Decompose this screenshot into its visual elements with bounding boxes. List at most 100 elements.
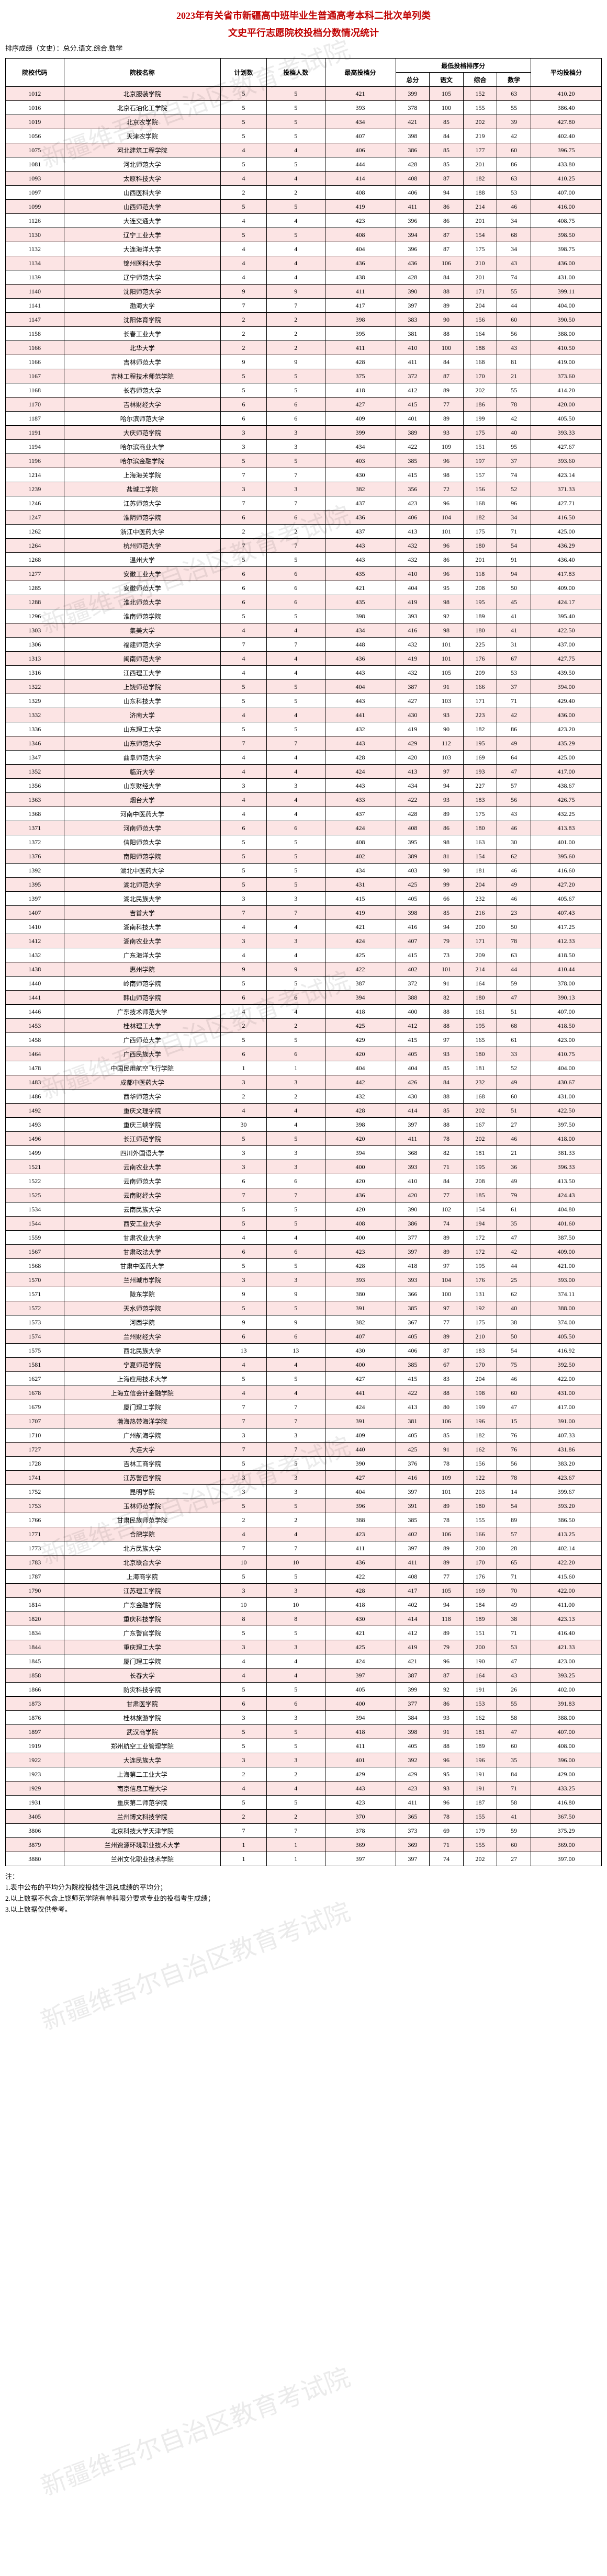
table-cell: 398.50	[531, 228, 601, 242]
table-cell: 1707	[6, 1414, 64, 1428]
table-cell: 416	[396, 920, 430, 934]
table-cell: 3	[220, 1711, 266, 1725]
table-cell: 416.40	[531, 1626, 601, 1640]
table-cell: 167	[463, 1118, 497, 1132]
table-cell: 429	[325, 1767, 396, 1781]
table-cell: 5	[266, 553, 325, 567]
table-cell: 1741	[6, 1471, 64, 1485]
table-row: 1316江西理工大学4444343210520953439.50	[6, 666, 602, 680]
table-cell: 77	[430, 398, 464, 412]
table-cell: 2	[266, 1090, 325, 1104]
table-cell: 398	[396, 1725, 430, 1739]
table-cell: 442	[325, 1075, 396, 1090]
table-row: 3879兰州资源环境职业技术大学113693697115560369.00	[6, 1838, 602, 1852]
table-cell: 391.00	[531, 1414, 601, 1428]
table-cell: 183	[463, 1344, 497, 1358]
table-cell: 422	[325, 1570, 396, 1584]
table-cell: 387	[396, 680, 430, 694]
table-cell: 大连交通大学	[64, 214, 220, 228]
table-cell: 5	[266, 87, 325, 101]
table-cell: 1814	[6, 1598, 64, 1612]
table-cell: 420	[325, 1047, 396, 1061]
table-cell: 4	[266, 708, 325, 722]
table-cell: 400	[325, 1358, 396, 1372]
table-cell: 408	[396, 1570, 430, 1584]
table-cell: 78	[430, 1132, 464, 1146]
table-cell: 432	[396, 539, 430, 553]
table-cell: 广州航海学院	[64, 1428, 220, 1443]
table-cell: 436	[325, 652, 396, 666]
table-cell: 189	[463, 1612, 497, 1626]
table-row: 1766甘肃民族师范学院223883857815589386.50	[6, 1513, 602, 1527]
table-cell: 40	[497, 1301, 531, 1315]
note-3: 3.以上数据仅供参考。	[5, 1904, 602, 1915]
table-cell: 5	[220, 1202, 266, 1217]
table-cell: 398	[325, 313, 396, 327]
table-cell: 431.00	[531, 1386, 601, 1400]
table-cell: 431	[325, 878, 396, 892]
table-row: 1897武汉商学院554183989118147407.00	[6, 1725, 602, 1739]
table-cell: 153	[463, 1697, 497, 1711]
table-row: 1783北京联合大学10104364118917065422.20	[6, 1556, 602, 1570]
table-row: 1093太原科技大学444144088718263410.25	[6, 172, 602, 186]
table-row: 1572天水师范学院553913859719240388.00	[6, 1301, 602, 1315]
table-cell: 1296	[6, 609, 64, 623]
table-cell: 3	[266, 1471, 325, 1485]
table-cell: 1766	[6, 1513, 64, 1527]
table-cell: 71	[497, 1570, 531, 1584]
table-cell: 43	[497, 256, 531, 270]
table-cell: 1191	[6, 426, 64, 440]
table-cell: 9	[220, 962, 266, 977]
table-cell: 6	[220, 1245, 266, 1259]
table-cell: 3	[220, 440, 266, 454]
table-cell: 4	[266, 256, 325, 270]
table-cell: 448	[325, 638, 396, 652]
table-cell: 淮北师范大学	[64, 595, 220, 609]
table-cell: 宁夏师范学院	[64, 1358, 220, 1372]
table-cell: 4	[266, 1005, 325, 1019]
table-cell: 7	[266, 299, 325, 313]
table-cell: 80	[430, 1400, 464, 1414]
table-cell: 6	[220, 595, 266, 609]
table-cell: 7	[220, 539, 266, 553]
table-cell: 422.00	[531, 1584, 601, 1598]
table-cell: 373	[396, 1824, 430, 1838]
table-cell: 384	[396, 1711, 430, 1725]
table-cell: 184	[463, 1598, 497, 1612]
table-cell: 湖北民族大学	[64, 892, 220, 906]
table-cell: 47	[497, 1400, 531, 1414]
table-cell: 59	[497, 977, 531, 991]
table-cell: 383	[396, 313, 430, 327]
table-row: 1407吉首大学774193988521623407.43	[6, 906, 602, 920]
table-cell: 5	[220, 977, 266, 991]
table-cell: 182	[463, 510, 497, 525]
table-cell: 425	[396, 1443, 430, 1457]
table-cell: 88	[430, 1739, 464, 1753]
table-cell: 1372	[6, 835, 64, 849]
table-cell: 2	[220, 1090, 266, 1104]
table-cell: 417.00	[531, 765, 601, 779]
table-cell: 淮南师范学院	[64, 609, 220, 623]
table-cell: 421	[325, 87, 396, 101]
table-cell: 4	[266, 1669, 325, 1683]
table-row: 1678上海立信会计金融学院444414228819860431.00	[6, 1386, 602, 1400]
table-cell: 413	[396, 525, 430, 539]
table-row: 1347曲阜师范大学4442842010316964425.00	[6, 751, 602, 765]
table-cell: 397	[325, 1852, 396, 1866]
table-cell: 34	[497, 510, 531, 525]
table-cell: 427	[325, 1372, 396, 1386]
table-cell: 412.33	[531, 934, 601, 948]
table-cell: 98	[430, 835, 464, 849]
table-cell: 421	[325, 581, 396, 595]
table-cell: 60	[497, 1386, 531, 1400]
table-cell: 1834	[6, 1626, 64, 1640]
table-cell: 204	[463, 878, 497, 892]
table-cell: 1277	[6, 567, 64, 581]
table-cell: 95	[430, 581, 464, 595]
table-cell: 170	[463, 369, 497, 383]
table-cell: 34	[497, 214, 531, 228]
table-cell: 30	[497, 835, 531, 849]
table-cell: 3	[266, 892, 325, 906]
table-cell: 101	[430, 962, 464, 977]
table-cell: 5	[266, 680, 325, 694]
